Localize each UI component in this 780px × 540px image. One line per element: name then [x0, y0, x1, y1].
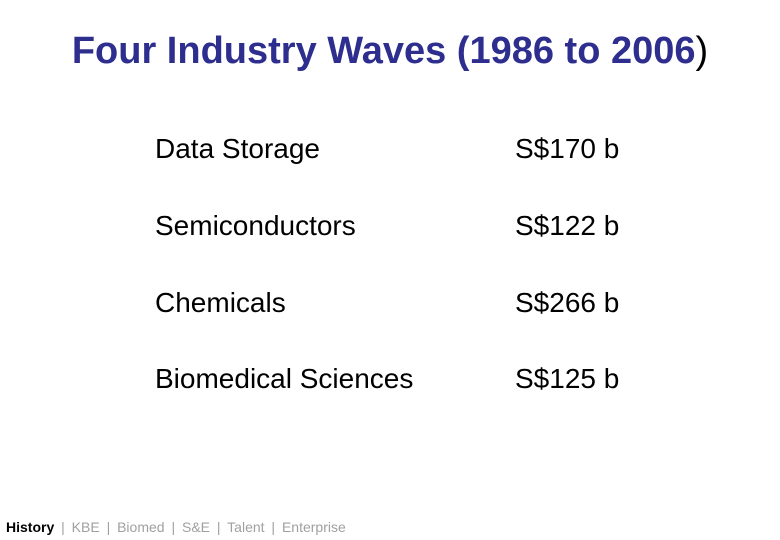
industry-name: Data Storage	[155, 133, 320, 164]
title-closing-paren: )	[695, 30, 709, 72]
nav-item-biomed[interactable]: Biomed	[117, 519, 165, 535]
industry-row: Data Storage S$170 b	[155, 133, 715, 173]
industry-value: S$170 b	[515, 133, 620, 164]
industry-row: Semiconductors S$122 b	[155, 210, 715, 250]
nav-separator: |	[216, 519, 221, 535]
footer-nav: History | KBE | Biomed | S&E | Talent | …	[6, 519, 346, 535]
industry-value: S$266 b	[515, 287, 620, 318]
slide-title: Four Industry Waves (1986 to 2006)	[0, 30, 780, 73]
industry-name: Biomedical Sciences	[155, 363, 414, 394]
nav-separator: |	[61, 519, 65, 535]
nav-separator: |	[171, 519, 176, 535]
nav-item-s-and-e[interactable]: S&E	[181, 519, 210, 535]
industry-value: S$122 b	[515, 210, 620, 241]
industry-name: Chemicals	[155, 287, 286, 318]
nav-item-kbe[interactable]: KBE	[71, 519, 100, 535]
industry-value: S$125 b	[515, 363, 620, 394]
industry-row: Chemicals S$266 b	[155, 287, 715, 327]
industry-name: Semiconductors	[155, 210, 356, 241]
nav-item-history[interactable]: History	[6, 519, 55, 535]
nav-separator: |	[106, 519, 111, 535]
industry-row: Biomedical Sciences S$125 b	[155, 363, 715, 403]
title-main: Four Industry Waves (1986 to 2006	[71, 30, 696, 72]
nav-separator: |	[271, 519, 276, 535]
nav-item-enterprise[interactable]: Enterprise	[281, 519, 346, 535]
nav-item-talent[interactable]: Talent	[227, 519, 265, 535]
